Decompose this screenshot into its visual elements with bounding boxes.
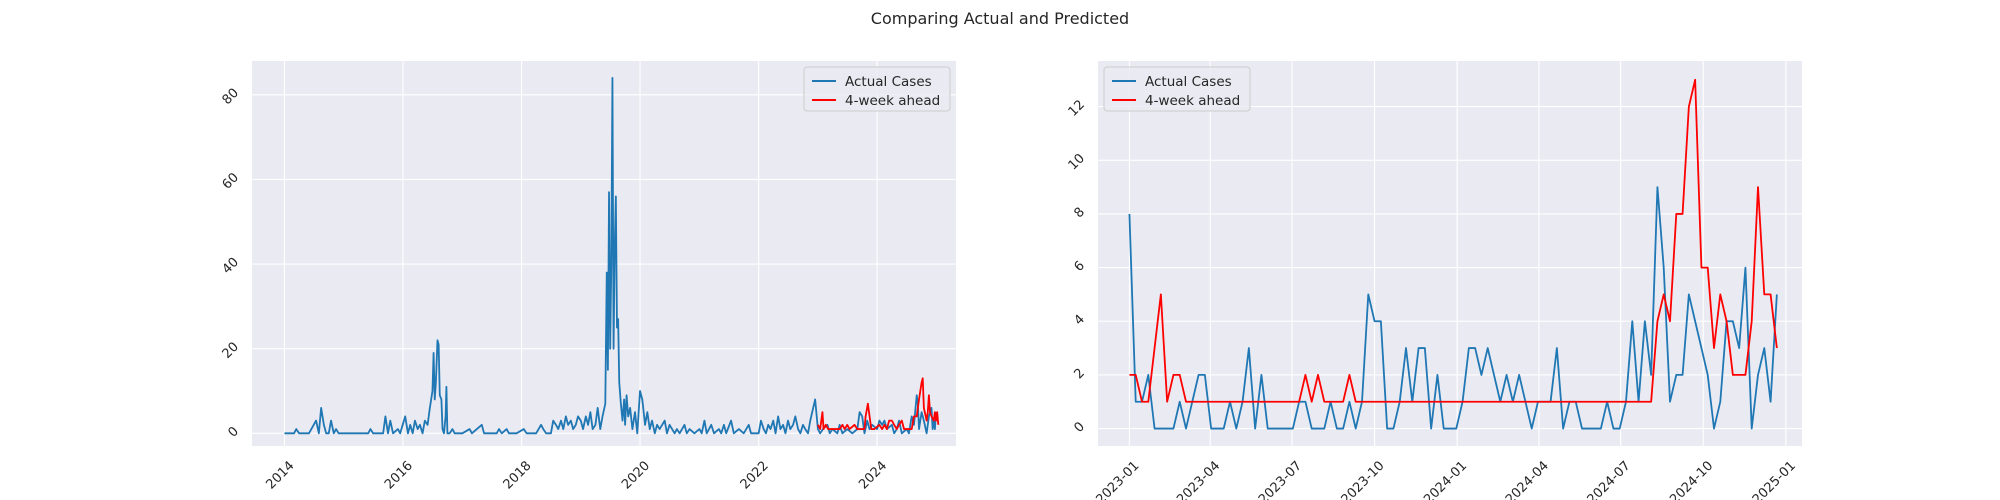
series-group — [1128, 78, 1778, 430]
x-tick-label: 2023-07 — [1256, 458, 1305, 500]
x-tick-label: 2016 — [382, 458, 416, 492]
y-tick-label: 10 — [1066, 151, 1088, 173]
x-tick-label: 2018 — [501, 458, 535, 492]
x-tick-label: 2014 — [263, 458, 297, 492]
y-tick-label: 80 — [220, 86, 242, 108]
plot-area — [252, 61, 956, 446]
x-tick-label: 2024-10 — [1667, 458, 1716, 500]
series-line-4-week-ahead — [817, 377, 940, 430]
legend-label: Actual Cases — [845, 74, 932, 90]
series-group — [284, 77, 940, 435]
series-line-actual-cases — [284, 77, 937, 435]
y-tick-label: 2 — [1071, 366, 1087, 382]
x-tick-label: 2020 — [619, 458, 653, 492]
chart-panel-right: 0 2 4 6 8 10 12 2023-01 2023-04 2023-07 2023-10 202… — [1066, 61, 1802, 500]
x-tick-label: 2023-04 — [1174, 458, 1223, 500]
x-tick-label: 2024-01 — [1421, 458, 1470, 500]
x-tick-label: 2024-04 — [1503, 458, 1552, 500]
y-tick-label: 0 — [1071, 419, 1087, 435]
y-tick-label: 8 — [1071, 205, 1087, 221]
x-tick-label: 2023-01 — [1093, 458, 1142, 500]
legend-label: 4-week ahead — [1145, 93, 1240, 109]
x-tick-label: 2024-07 — [1585, 458, 1634, 500]
figure-suptitle: Comparing Actual and Predicted — [871, 9, 1129, 28]
legend-label: Actual Cases — [1145, 74, 1232, 90]
series-line-4-week-ahead — [1129, 78, 1778, 403]
y-tick-label: 0 — [225, 424, 241, 440]
plot-area — [1098, 61, 1802, 446]
y-tick-label: 12 — [1066, 97, 1088, 119]
grid — [252, 61, 956, 446]
y-tick-label: 60 — [220, 170, 242, 192]
x-tick-label: 2022 — [738, 458, 772, 492]
legend-label: 4-week ahead — [845, 93, 940, 109]
y-tick-label: 20 — [220, 339, 242, 361]
legend: Actual Cases 4-week ahead — [1103, 66, 1251, 112]
legend-box — [803, 66, 951, 112]
y-tick-label: 40 — [220, 255, 242, 277]
chart-panel-left: 0 20 40 60 80 2014 2016 2018 2020 2022 2024 Actual … — [220, 61, 956, 492]
x-tick-label: 2023-10 — [1339, 458, 1388, 500]
legend-box — [1103, 66, 1251, 112]
series-line-actual-cases — [1128, 186, 1778, 430]
y-tick-label: 4 — [1071, 312, 1087, 328]
x-tick-label: 2024 — [856, 458, 890, 492]
y-tick-label: 6 — [1071, 258, 1087, 274]
legend: Actual Cases 4-week ahead — [803, 66, 951, 112]
x-tick-label: 2025-01 — [1750, 458, 1799, 500]
